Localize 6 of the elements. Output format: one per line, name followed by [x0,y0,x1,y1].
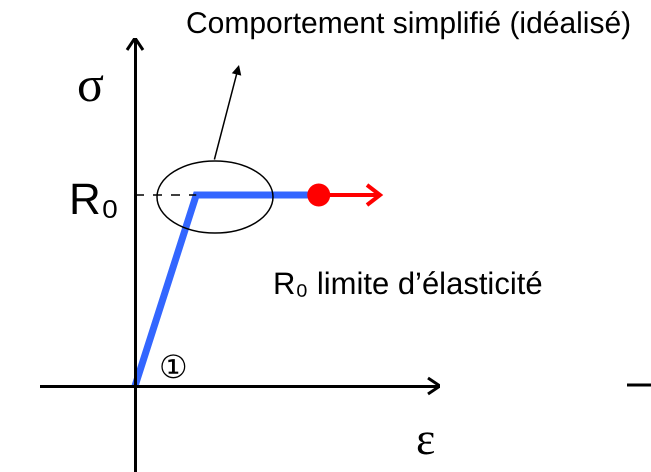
annotation: ① [159,348,188,386]
x-axis-title: ε [416,413,436,464]
text: Comportement simplifié (idéalisé) [186,7,632,40]
ref-line-label: R₀ [69,175,120,224]
y-axis-title: σ [77,56,104,112]
annotation: R₀ limite d’élasticité [273,266,543,301]
